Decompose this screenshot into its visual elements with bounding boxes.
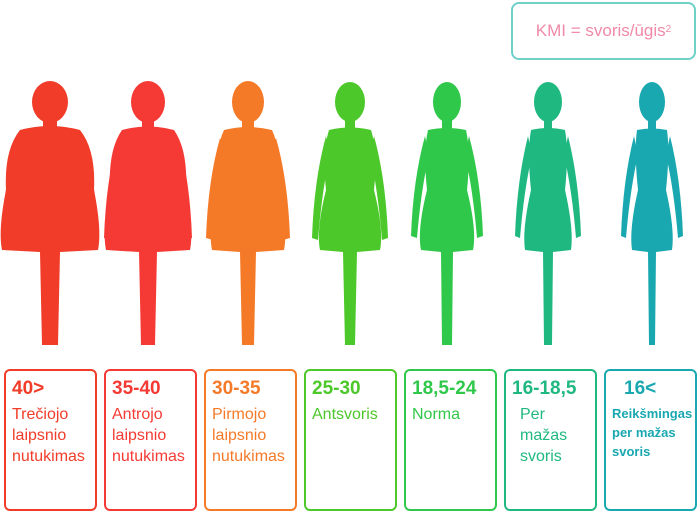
silhouette-1 (0, 81, 100, 345)
silhouette-5 (411, 82, 483, 345)
silhouette-4 (312, 82, 388, 345)
category-value: 16-18,5 (512, 378, 577, 399)
category-value: 35-40 (112, 378, 161, 399)
silhouette-2 (104, 81, 192, 345)
category-value: 16< (624, 378, 657, 399)
category-description: Antsvoris (312, 406, 378, 423)
category-description: Per mažas svoris (520, 406, 568, 465)
silhouette-3 (206, 81, 290, 345)
category-value: 40> (12, 378, 45, 399)
category-value: 25-30 (312, 378, 361, 399)
category-box-2: 35-40 Antrojo laipsnio nutukimas (104, 369, 197, 511)
category-description: Antrojo laipsnio nutukimas (112, 406, 185, 465)
category-value: 18,5-24 (412, 378, 477, 399)
category-description: Reikšmingas per mažas svoris (612, 406, 693, 459)
category-box-5: 18,5-24 Norma (404, 369, 497, 511)
formula-exponent: 2 (665, 23, 672, 35)
silhouette-6 (515, 82, 581, 345)
category-box-1: 40> Trečiojo laipsnio nutukimas (4, 369, 97, 511)
category-box-6: 16-18,5 Per mažas svoris (504, 369, 597, 511)
bmi-formula: KMI = svoris/ūgis 2 (511, 2, 696, 60)
category-description: Trečiojo laipsnio nutukimas (12, 406, 85, 465)
category-box-4: 25-30 Antsvoris (304, 369, 397, 511)
body-silhouettes (0, 81, 683, 345)
category-description: Pirmojo laipsnio nutukimas (212, 406, 285, 465)
category-description: Norma (412, 406, 461, 423)
formula-text: KMI = svoris/ūgis (535, 21, 666, 40)
category-box-3: 30-35 Pirmojo laipsnio nutukimas (204, 369, 297, 511)
category-value: 30-35 (212, 378, 261, 399)
silhouette-7 (621, 82, 683, 345)
category-box-7: 16< Reikšmingas per mažas svoris (604, 369, 697, 511)
